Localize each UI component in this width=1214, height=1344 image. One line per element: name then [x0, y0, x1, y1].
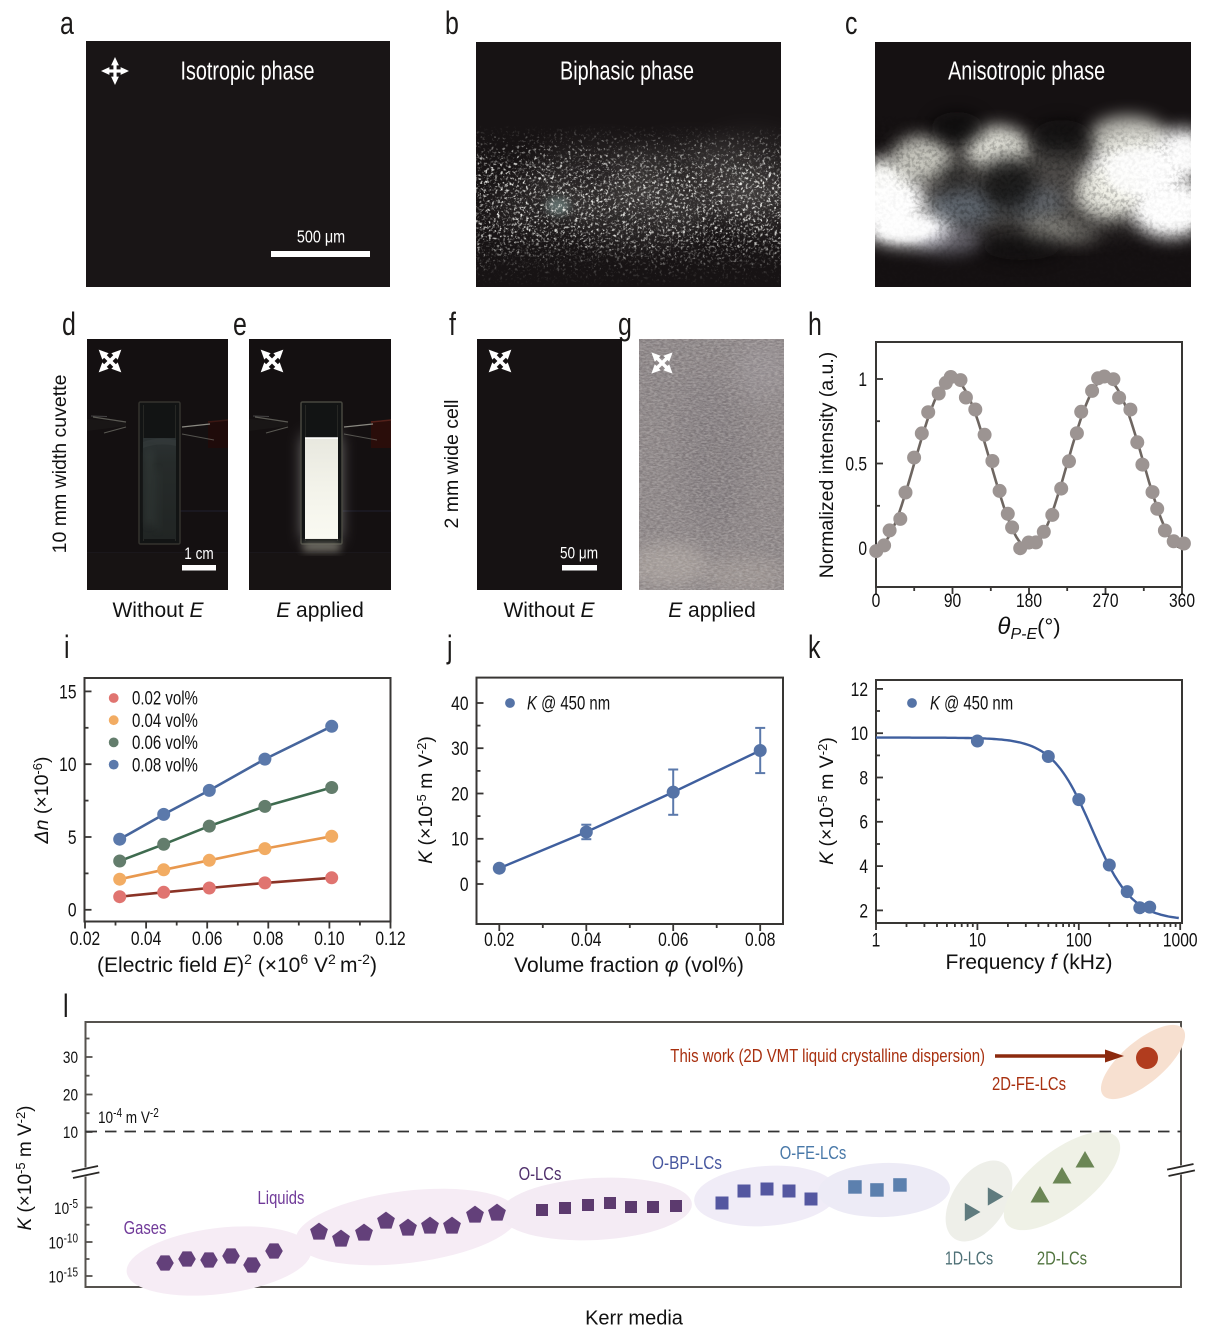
svg-text:0.04: 0.04: [571, 928, 601, 950]
svg-text:O-FE-LCs: O-FE-LCs: [780, 1142, 847, 1163]
svg-text:c: c: [845, 6, 857, 42]
svg-text:2: 2: [859, 900, 868, 922]
svg-text:k: k: [808, 630, 821, 666]
svg-text:a: a: [60, 6, 74, 42]
svg-text:1: 1: [872, 929, 881, 951]
svg-text:10: 10: [969, 929, 987, 951]
svg-text:b: b: [445, 6, 459, 42]
svg-text:O-BP-LCs: O-BP-LCs: [652, 1153, 722, 1174]
svg-text:l: l: [63, 989, 69, 1025]
svg-text:0: 0: [872, 589, 881, 611]
svg-text:1000: 1000: [1163, 929, 1198, 951]
svg-text:K (×10-5 m V-2): K (×10-5 m V-2): [815, 737, 838, 865]
svg-text:2D-LCs: 2D-LCs: [1037, 1248, 1087, 1269]
svg-text:K (×10-5 m V-2): K (×10-5 m V-2): [414, 736, 437, 864]
svg-text:10: 10: [451, 828, 469, 850]
svg-text:Gases: Gases: [124, 1217, 167, 1238]
svg-text:Kerr media: Kerr media: [585, 1308, 684, 1330]
svg-text:2 mm wide cell: 2 mm wide cell: [441, 400, 463, 529]
svg-text:1: 1: [858, 368, 867, 390]
svg-text:90: 90: [944, 589, 962, 611]
svg-text:0.02: 0.02: [70, 927, 100, 949]
svg-text:O-LCs: O-LCs: [519, 1163, 562, 1184]
svg-text:0.10: 0.10: [314, 927, 344, 949]
svg-text:50 μm: 50 μm: [560, 544, 598, 563]
svg-text:Volume fraction φ (vol%): Volume fraction φ (vol%): [514, 954, 744, 977]
svg-text:d: d: [62, 307, 76, 343]
svg-text:0.12: 0.12: [375, 927, 405, 949]
svg-text:0: 0: [858, 537, 867, 559]
svg-text:15: 15: [59, 681, 77, 703]
svg-text:Frequency f (kHz): Frequency f (kHz): [946, 951, 1113, 974]
svg-text:Normalized intensity (a.u.): Normalized intensity (a.u.): [816, 352, 838, 579]
svg-text:Liquids: Liquids: [258, 1187, 305, 1208]
svg-text:(Electric field E)2 (×106 V2 m: (Electric field E)2 (×106 V2 m-2): [97, 951, 377, 977]
svg-text:40: 40: [451, 692, 469, 714]
svg-text:2D-FE-LCs: 2D-FE-LCs: [992, 1073, 1066, 1094]
svg-text:5: 5: [68, 826, 77, 848]
svg-text:Without E: Without E: [503, 599, 595, 622]
svg-text:e: e: [233, 307, 247, 343]
svg-text:j: j: [446, 630, 452, 666]
svg-text:100: 100: [1066, 929, 1092, 951]
svg-text:0.08: 0.08: [745, 928, 775, 950]
svg-text:i: i: [64, 630, 70, 666]
svg-text:0.08 vol%: 0.08 vol%: [132, 755, 198, 776]
svg-text:0.08: 0.08: [253, 927, 283, 949]
svg-text:1 cm: 1 cm: [184, 545, 213, 564]
svg-text:10: 10: [851, 722, 869, 744]
svg-text:500 μm: 500 μm: [297, 227, 345, 247]
svg-text:Isotropic phase: Isotropic phase: [181, 56, 315, 85]
svg-text:10 mm width cuvette: 10 mm width cuvette: [49, 375, 71, 554]
svg-text:10: 10: [59, 753, 77, 775]
svg-text:0.04 vol%: 0.04 vol%: [132, 710, 198, 731]
svg-text:6: 6: [859, 811, 868, 833]
svg-text:g: g: [618, 307, 632, 343]
svg-text:K @ 450 nm: K @ 450 nm: [930, 693, 1013, 714]
svg-text:Biphasic phase: Biphasic phase: [560, 56, 694, 85]
svg-text:20: 20: [451, 783, 469, 805]
svg-text:0.06: 0.06: [192, 927, 222, 949]
svg-text:270: 270: [1092, 589, 1118, 611]
svg-text:K (×10-5 m V-2): K (×10-5 m V-2): [13, 1105, 36, 1230]
svg-text:12: 12: [851, 678, 868, 700]
svg-text:0.04: 0.04: [131, 927, 161, 949]
svg-text:360: 360: [1169, 589, 1195, 611]
svg-text:Δn (×10-6): Δn (×10-6): [30, 757, 53, 845]
svg-text:180: 180: [1016, 589, 1042, 611]
svg-text:30: 30: [451, 737, 469, 759]
svg-text:K @ 450 nm: K @ 450 nm: [527, 693, 610, 714]
svg-text:Anisotropic phase: Anisotropic phase: [948, 56, 1105, 85]
svg-text:θP-E(°): θP-E(°): [997, 613, 1060, 643]
svg-text:h: h: [808, 307, 822, 343]
svg-text:0.06 vol%: 0.06 vol%: [132, 732, 198, 753]
svg-text:4: 4: [859, 855, 868, 877]
svg-text:Without E: Without E: [112, 599, 204, 622]
svg-text:This work (2D VMT liquid cryst: This work (2D VMT liquid crystalline dis…: [670, 1046, 985, 1067]
svg-text:0: 0: [460, 873, 469, 895]
svg-text:20: 20: [63, 1086, 78, 1105]
svg-text:10-4 m V-2: 10-4 m V-2: [98, 1107, 159, 1127]
svg-text:0.5: 0.5: [845, 453, 867, 475]
svg-text:E applied: E applied: [668, 599, 756, 622]
svg-text:0.02 vol%: 0.02 vol%: [132, 688, 198, 709]
svg-text:E applied: E applied: [276, 599, 364, 622]
svg-text:8: 8: [859, 767, 868, 789]
svg-text:1D-LCs: 1D-LCs: [945, 1249, 993, 1269]
svg-text:f: f: [449, 307, 457, 343]
svg-text:0.02: 0.02: [484, 928, 514, 950]
svg-text:30: 30: [63, 1049, 78, 1068]
svg-text:0: 0: [68, 899, 77, 921]
svg-text:0.06: 0.06: [658, 928, 688, 950]
svg-text:10: 10: [63, 1124, 78, 1143]
